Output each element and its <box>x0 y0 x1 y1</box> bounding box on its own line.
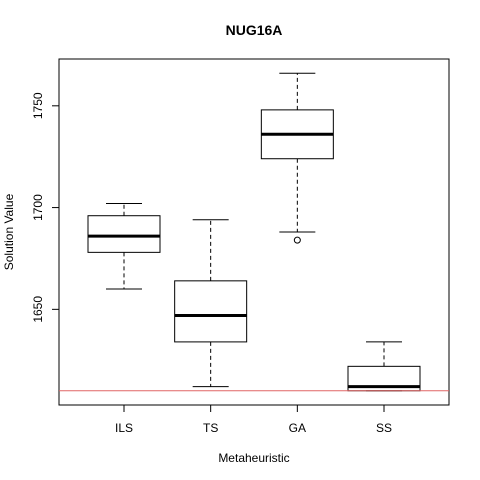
boxes-group <box>87 72 421 392</box>
x-tick-label: TS <box>203 421 218 435</box>
box-ss <box>347 341 421 392</box>
x-axis-label: Metaheuristic <box>218 451 289 465</box>
x-tick-label: ILS <box>115 421 133 435</box>
box-ts <box>174 219 248 388</box>
box-ga <box>260 72 334 244</box>
iqr-box <box>87 215 161 253</box>
y-axis: 1650 1700 1750 <box>31 92 60 323</box>
x-axis: ILS TS GA SS <box>115 404 392 435</box>
y-axis-label: Solution Value <box>2 193 16 270</box>
box-ils <box>87 203 161 290</box>
x-tick-label: GA <box>289 421 306 435</box>
chart-title: NUG16A <box>226 22 283 38</box>
y-tick-label: 1750 <box>31 92 45 119</box>
outlier-point <box>293 236 301 244</box>
y-tick-label: 1700 <box>31 194 45 221</box>
y-tick-label: 1650 <box>31 296 45 323</box>
plot-frame <box>58 58 450 406</box>
iqr-box <box>174 280 248 343</box>
x-tick-label: SS <box>376 421 392 435</box>
